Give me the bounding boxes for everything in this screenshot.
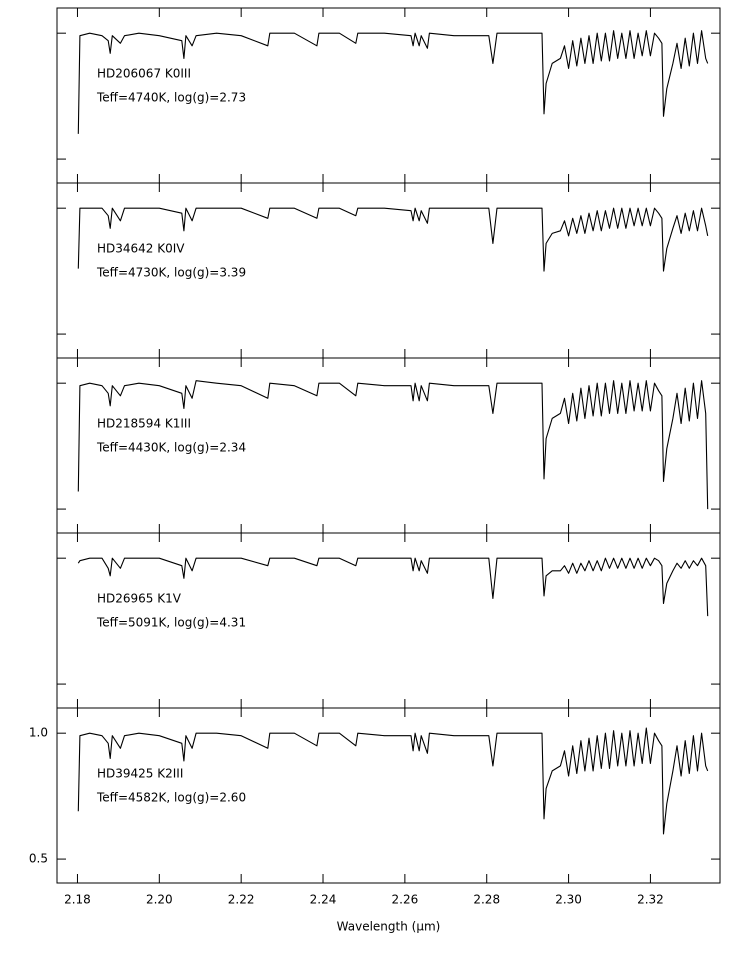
spectrum-line [77,30,709,134]
spectrum-line [77,557,709,617]
star-annotation: Teff=5091K, log(g)=4.31 [96,616,246,630]
star-annotation: Teff=4730K, log(g)=3.39 [96,266,246,280]
star-annotation: Teff=4430K, log(g)=2.34 [96,441,246,455]
x-tick-label: 2.32 [637,893,664,907]
star-annotation: Teff=4582K, log(g)=2.60 [96,791,246,805]
y-tick-label: 1.0 [29,726,48,740]
spectrum-line [77,380,709,510]
x-tick-label: 2.20 [146,893,173,907]
star-annotation: HD206067 K0III [97,67,191,81]
spectrum-line [77,727,709,835]
star-annotation: HD34642 K0IV [97,242,185,256]
star-annotation: HD218594 K1III [97,417,191,431]
y-tick-label: 0.5 [29,852,48,866]
panel-frame [56,707,721,884]
x-axis-label: Wavelength (µm) [337,920,441,934]
x-tick-label: 2.30 [555,893,582,907]
x-tick-label: 2.26 [392,893,419,907]
x-tick-label: 2.18 [64,893,91,907]
spectrum-line [77,207,709,272]
star-annotation: HD26965 K1V [97,592,182,606]
x-tick-label: 2.28 [473,893,500,907]
star-annotation: HD39425 K2III [97,767,183,781]
x-tick-label: 2.22 [228,893,255,907]
star-annotation: Teff=4740K, log(g)=2.73 [96,91,246,105]
x-tick-label: 2.24 [310,893,337,907]
